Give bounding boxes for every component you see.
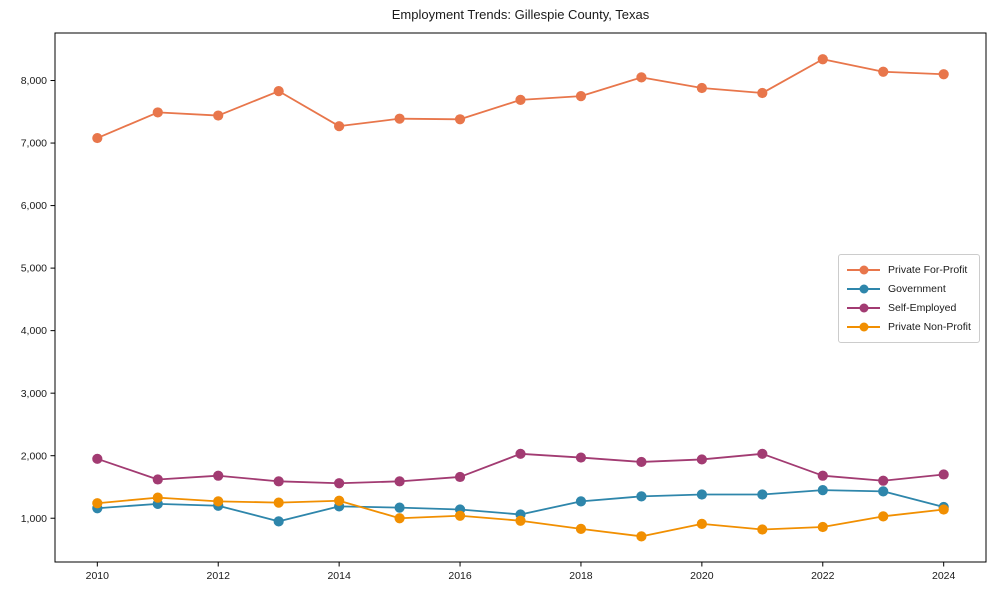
data-point-self-employed — [273, 476, 284, 487]
data-point-private-for-profit — [213, 110, 224, 121]
data-point-government — [636, 491, 647, 502]
chart-title: Employment Trends: Gillespie County, Tex… — [391, 7, 650, 22]
y-axis-tick-label: 5,000 — [21, 263, 47, 275]
legend-line-marker-icon — [847, 322, 880, 333]
data-point-private-non-profit — [213, 496, 224, 507]
y-axis-tick-label: 3,000 — [21, 388, 47, 400]
data-point-private-non-profit — [454, 510, 466, 521]
x-axis-tick-label: 2012 — [207, 570, 231, 582]
y-axis-tick-label: 1,000 — [21, 513, 47, 525]
legend-item-private-non-profit: Private Non-Profit — [847, 321, 975, 333]
legend-item-self-employed: Self-Employed — [847, 302, 975, 314]
data-point-government — [696, 489, 707, 500]
data-point-self-employed — [334, 478, 345, 489]
data-point-private-for-profit — [454, 114, 466, 125]
data-point-self-employed — [454, 471, 466, 483]
data-point-self-employed — [696, 454, 707, 465]
data-point-government — [575, 496, 587, 507]
data-point-self-employed — [515, 448, 526, 459]
data-point-government — [817, 484, 828, 496]
legend-label: Government — [888, 283, 946, 295]
data-point-private-non-profit — [273, 497, 284, 508]
data-point-private-for-profit — [878, 66, 889, 77]
data-point-private-non-profit — [817, 521, 828, 533]
data-point-private-for-profit — [152, 107, 163, 118]
data-point-private-for-profit — [334, 121, 345, 132]
data-point-private-for-profit — [938, 69, 949, 80]
y-axis-tick-label: 6,000 — [21, 200, 47, 212]
data-point-private-non-profit — [152, 492, 163, 503]
data-point-government — [394, 502, 405, 513]
data-point-private-for-profit — [92, 132, 103, 144]
x-axis-tick-label: 2022 — [811, 570, 835, 582]
data-point-private-for-profit — [575, 91, 587, 102]
data-point-private-for-profit — [817, 54, 828, 65]
data-point-private-for-profit — [696, 82, 707, 94]
data-point-self-employed — [575, 452, 587, 463]
legend-label: Self-Employed — [888, 302, 957, 314]
data-point-government — [273, 516, 284, 527]
y-axis-tick-label: 8,000 — [21, 75, 47, 87]
legend-label: Private For-Profit — [888, 264, 968, 276]
x-axis-tick-label: 2020 — [690, 570, 714, 582]
x-axis-tick-label: 2024 — [932, 570, 956, 582]
legend-line-marker-icon — [847, 265, 880, 276]
data-point-private-non-profit — [575, 523, 587, 534]
data-point-self-employed — [636, 456, 647, 468]
legend-item-private-for-profit: Private For-Profit — [847, 264, 975, 276]
data-point-self-employed — [92, 453, 103, 464]
data-point-private-non-profit — [696, 518, 707, 529]
data-point-private-non-profit — [515, 515, 526, 526]
legend-label: Private Non-Profit — [888, 321, 971, 333]
data-point-self-employed — [878, 475, 889, 486]
y-axis-tick-label: 2,000 — [21, 450, 47, 462]
x-axis-tick-label: 2014 — [327, 570, 351, 582]
data-point-private-for-profit — [757, 87, 768, 99]
data-point-private-non-profit — [636, 531, 647, 542]
x-axis-tick-label: 2016 — [448, 570, 472, 582]
x-axis-tick-label: 2010 — [86, 570, 110, 582]
data-point-self-employed — [817, 470, 828, 481]
y-axis-tick-label: 7,000 — [21, 138, 47, 150]
data-point-government — [878, 486, 889, 497]
data-point-self-employed — [213, 470, 224, 481]
data-point-private-non-profit — [92, 498, 103, 509]
data-point-government — [757, 489, 768, 500]
data-point-private-for-profit — [515, 94, 526, 106]
data-point-private-non-profit — [394, 513, 405, 524]
data-point-self-employed — [152, 474, 163, 485]
data-point-private-non-profit — [938, 504, 949, 515]
data-point-private-non-profit — [334, 495, 345, 506]
data-point-self-employed — [757, 448, 768, 459]
data-point-private-non-profit — [878, 511, 889, 522]
x-axis-tick-label: 2018 — [569, 570, 593, 582]
data-point-private-for-profit — [273, 86, 284, 97]
plot-border — [54, 32, 987, 563]
legend-line-marker-icon — [847, 284, 880, 295]
data-point-private-for-profit — [394, 113, 405, 124]
data-point-private-non-profit — [757, 524, 768, 535]
legend-line-marker-icon — [847, 303, 880, 314]
y-axis-tick-label: 4,000 — [21, 325, 47, 337]
data-point-private-for-profit — [636, 72, 647, 83]
legend-box: Private For-Profit Government Self-Emplo… — [838, 254, 980, 343]
data-point-self-employed — [394, 476, 405, 487]
data-point-self-employed — [938, 469, 949, 480]
legend-item-government: Government — [847, 283, 975, 295]
